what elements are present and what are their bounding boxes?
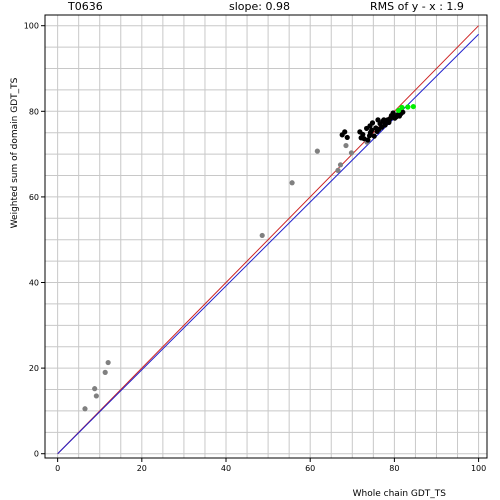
data-point	[289, 180, 295, 186]
data-point	[343, 142, 349, 149]
data-point	[369, 120, 376, 126]
plot-frame	[44, 14, 488, 459]
data-point	[82, 406, 88, 412]
data-point	[93, 393, 99, 399]
x-tick-label: 0	[55, 464, 60, 473]
x-tick-label: 40	[221, 464, 231, 473]
data-point	[342, 129, 348, 135]
data-point	[344, 134, 350, 141]
data-point	[335, 167, 341, 173]
y-tick-label: 60	[29, 193, 39, 202]
data-point	[410, 103, 416, 110]
target-id: T0636	[68, 0, 103, 13]
y-tick-label: 80	[29, 107, 39, 116]
data-point	[92, 386, 98, 392]
reference-line	[57, 33, 479, 455]
y-tick-label: 0	[34, 450, 39, 459]
data-point	[405, 104, 411, 110]
data-point	[371, 133, 377, 139]
data-point	[360, 131, 366, 138]
y-axis-label: Weighted sum of domain GDT_TS	[10, 77, 20, 228]
data-point	[102, 369, 108, 375]
data-point	[259, 232, 265, 239]
grid	[45, 15, 487, 458]
data-point	[337, 162, 344, 168]
y-tick-label: 20	[29, 364, 39, 373]
x-tick-label: 80	[389, 464, 399, 473]
data-point	[105, 359, 111, 366]
data-point	[399, 104, 405, 111]
data-point	[396, 107, 402, 114]
x-tick-label: 20	[137, 464, 147, 473]
data-point	[369, 127, 375, 133]
y-tick-label: 40	[29, 279, 39, 288]
y-tick-label: 100	[24, 22, 39, 31]
axis-ticks: 0 20 40 60 80 100 0 20 40 60 80 100	[24, 22, 487, 473]
data-point	[400, 109, 406, 115]
rms-label: RMS of y - x : 1.9	[370, 0, 464, 13]
x-tick-label: 60	[305, 464, 315, 473]
data-point	[348, 150, 355, 156]
data-point	[390, 110, 396, 116]
reference-lines	[57, 25, 479, 455]
reference-line	[57, 25, 479, 455]
data-points	[82, 103, 416, 412]
slope-label: slope: 0.98	[229, 0, 290, 13]
data-point	[365, 137, 371, 143]
x-tick-label: 100	[471, 464, 486, 473]
x-axis-label: Whole chain GDT_TS	[353, 489, 447, 499]
data-point	[375, 117, 381, 123]
data-point	[314, 148, 320, 154]
